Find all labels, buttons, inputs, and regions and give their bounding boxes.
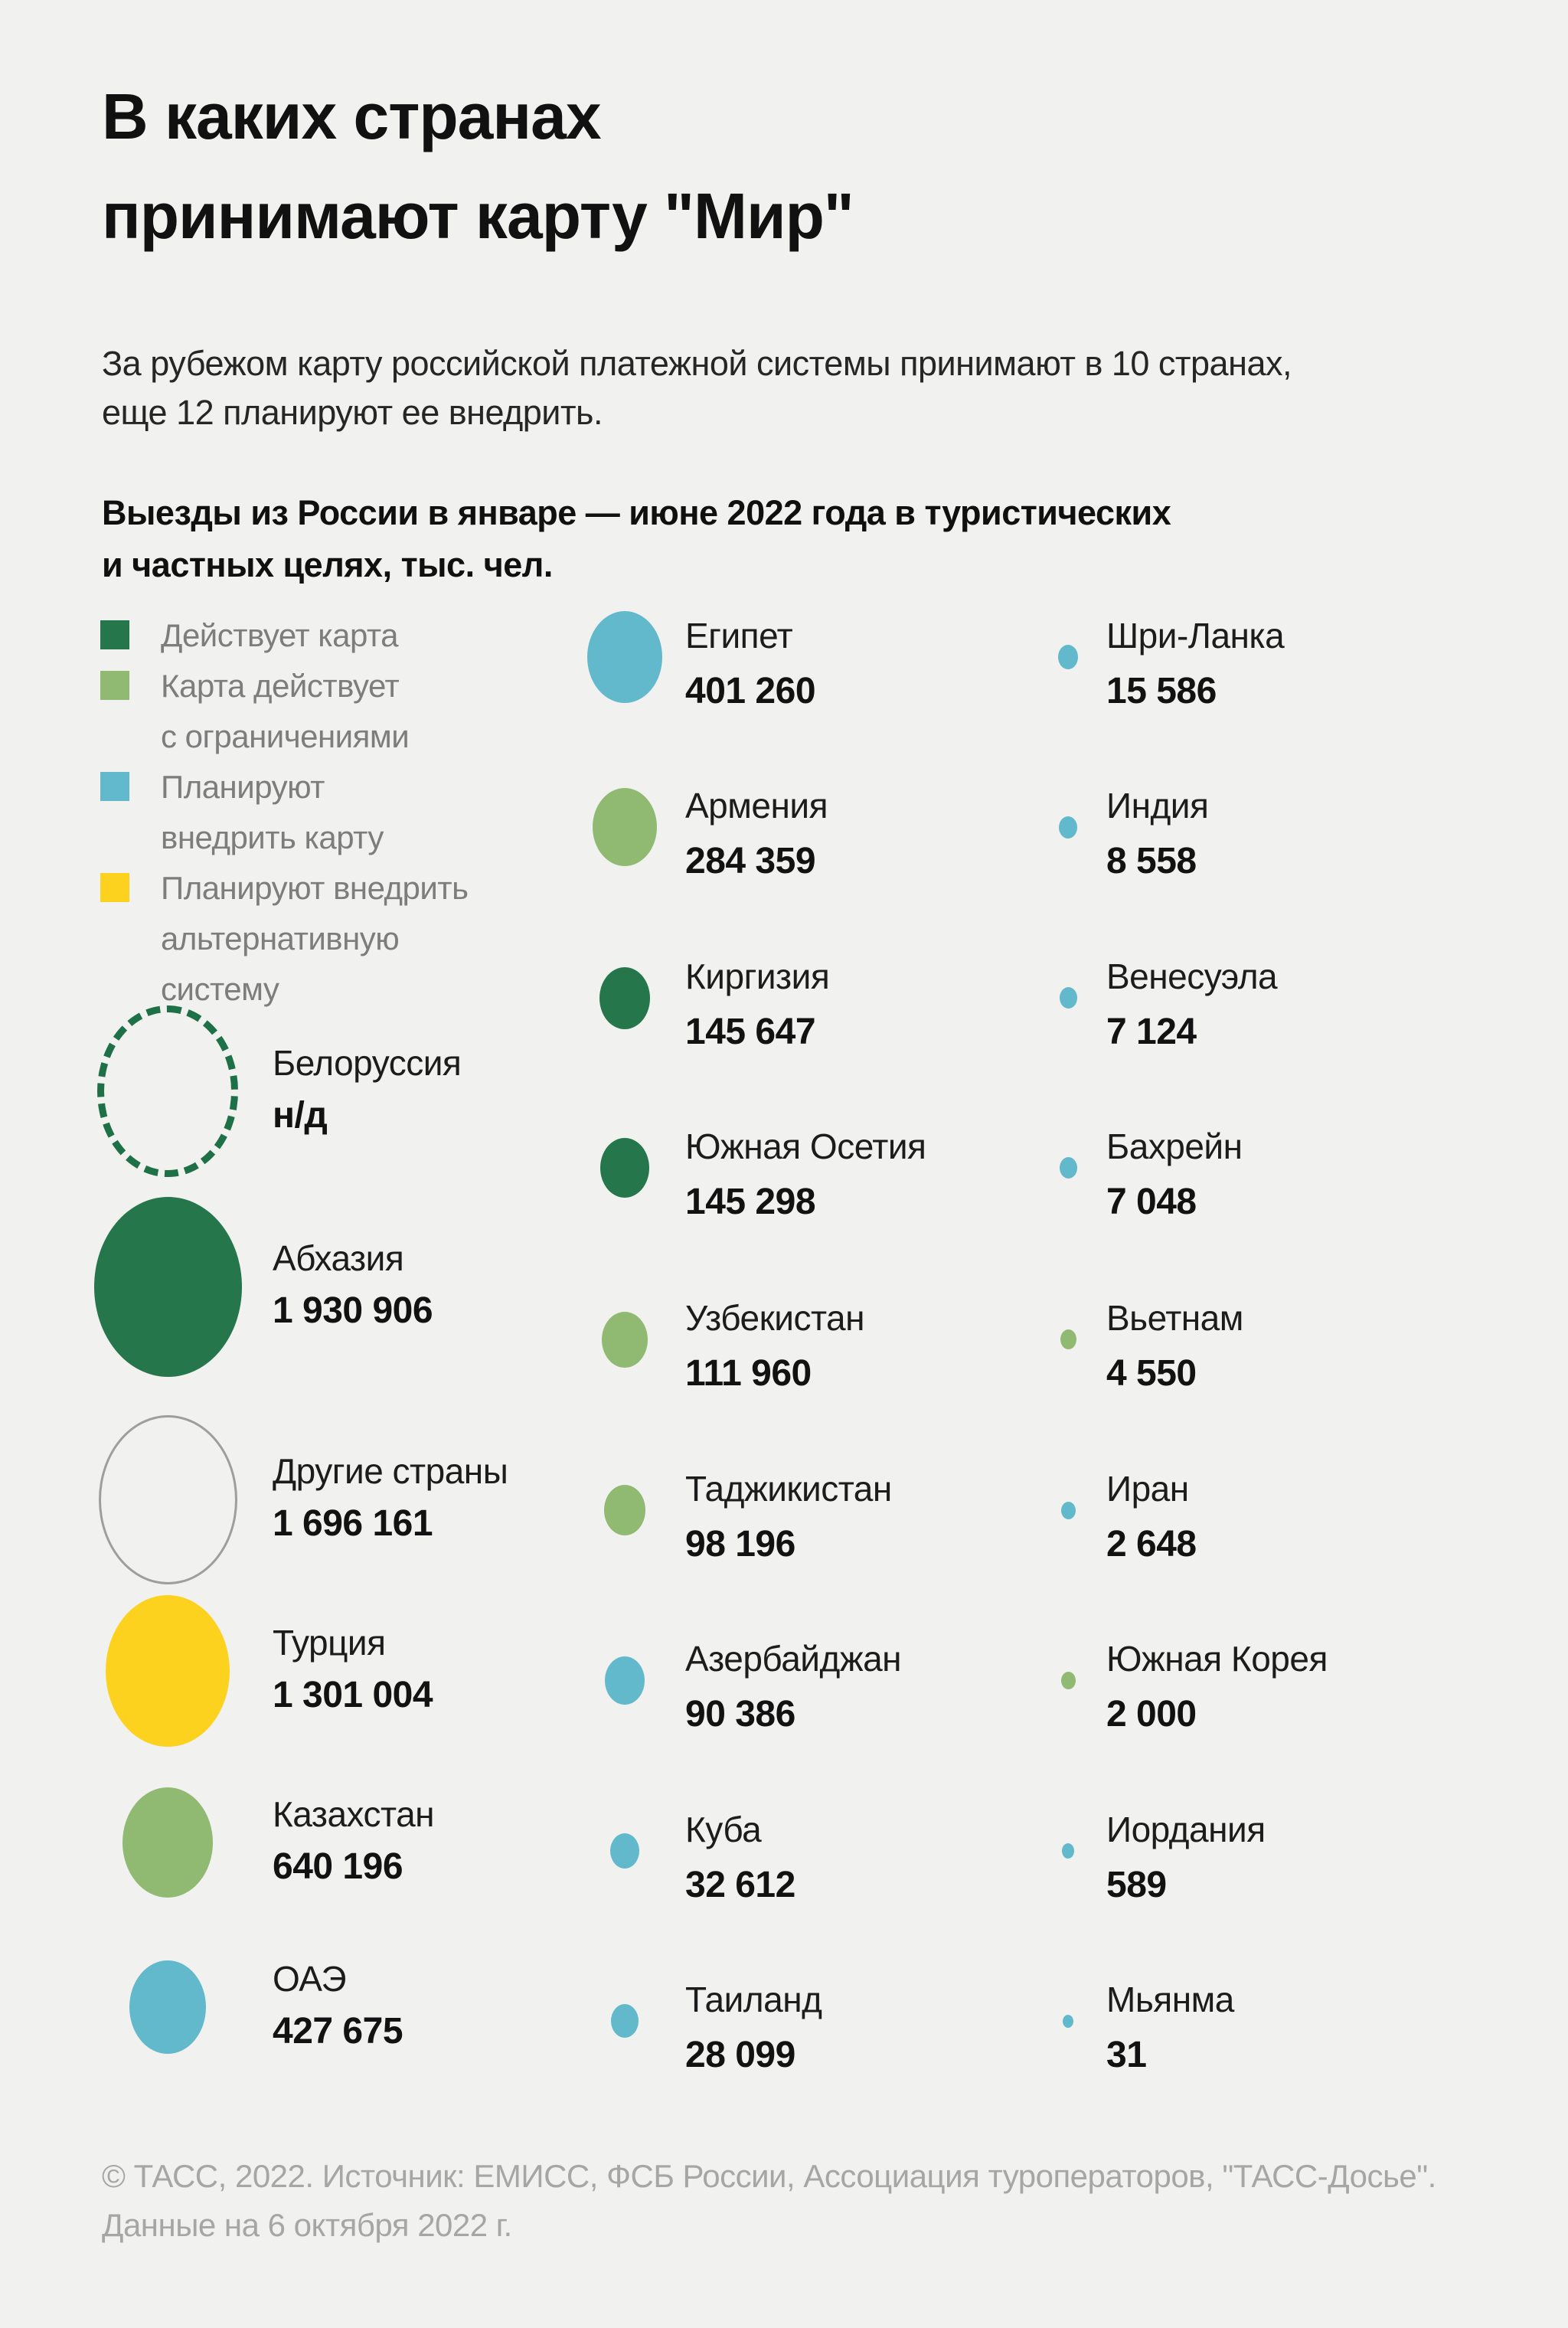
country-value: 90 386	[685, 1694, 795, 1735]
country-bubble	[1059, 987, 1077, 1009]
country-value: 15 586	[1106, 671, 1217, 711]
country-value: 1 696 161	[273, 1503, 433, 1544]
country-bubble	[1060, 1501, 1076, 1519]
legend-swatch-limited	[100, 671, 129, 700]
country-name: Индия	[1106, 786, 1209, 826]
country-bubble	[1059, 816, 1077, 839]
country-bubble	[98, 1414, 237, 1584]
page-title-line2: принимают карту "Мир"	[102, 180, 854, 252]
section-heading-line2: и частных целях, тыс. чел.	[102, 545, 553, 584]
country-name: Иордания	[1106, 1810, 1266, 1849]
country-name: Шри-Ланка	[1106, 616, 1285, 656]
country-name: Египет	[685, 616, 793, 656]
country-bubble	[1058, 645, 1078, 669]
legend-label: альтернативную	[161, 920, 400, 956]
country-name: Таиланд	[685, 1980, 822, 2019]
country-bubble	[1060, 1671, 1076, 1689]
country-name: Азербайджан	[685, 1639, 902, 1679]
country-value: 98 196	[685, 1524, 795, 1565]
country-bubble	[129, 1960, 206, 2054]
legend-label: внедрить карту	[161, 819, 384, 855]
country-value: 4 550	[1106, 1353, 1197, 1394]
country-name: Бахрейн	[1106, 1126, 1243, 1166]
country-bubble	[1060, 1329, 1076, 1349]
country-bubble	[593, 788, 657, 866]
country-bubble	[1059, 1157, 1077, 1179]
country-value: 145 647	[685, 1012, 816, 1052]
country-bubble	[602, 1311, 648, 1368]
country-name: Абхазия	[273, 1238, 404, 1278]
country-bubble	[610, 1833, 639, 1869]
footer-date-line: Данные на 6 октября 2022 г.	[102, 2207, 512, 2243]
country-value: 1 930 906	[273, 1290, 433, 1331]
country-name: Киргизия	[685, 956, 830, 996]
country-bubble	[604, 1485, 645, 1535]
country-bubble	[611, 2004, 639, 2038]
legend-label: Карта действует	[161, 668, 400, 704]
country-value: 7 048	[1106, 1182, 1197, 1222]
legend-label: систему	[161, 971, 279, 1007]
country-bubble	[122, 1787, 213, 1898]
country-name: Вьетнам	[1106, 1298, 1243, 1338]
country-value: 284 359	[685, 841, 816, 881]
legend-swatch-planned	[100, 772, 129, 801]
country-bubble	[599, 966, 650, 1029]
footer-source-line: © ТАСС, 2022. Источник: ЕМИСС, ФСБ Росси…	[102, 2158, 1436, 2194]
legend-swatch-alternative	[100, 873, 129, 902]
country-bubble	[600, 1138, 649, 1198]
country-bubble	[93, 1196, 242, 1377]
country-name: ОАЭ	[273, 1959, 347, 1999]
country-name: Казахстан	[273, 1794, 435, 1834]
country-value: 427 675	[273, 2011, 403, 2052]
country-value: 2 648	[1106, 1524, 1197, 1565]
country-value: 401 260	[685, 671, 816, 711]
country-bubble	[1063, 2014, 1073, 2028]
country-name: Мьянма	[1106, 1980, 1234, 2019]
country-value: 111 960	[685, 1353, 812, 1394]
country-value: 32 612	[685, 1865, 795, 1905]
country-name: Куба	[685, 1810, 762, 1849]
country-name: Венесуэла	[1106, 956, 1278, 996]
country-name: Другие страны	[273, 1451, 508, 1491]
country-bubble	[1062, 1843, 1074, 1859]
country-value: 7 124	[1106, 1012, 1197, 1052]
country-name: Таджикистан	[685, 1469, 892, 1509]
country-name: Армения	[685, 786, 828, 826]
subtitle-line1: За рубежом карту российской платежной си…	[102, 344, 1292, 383]
country-value: н/д	[273, 1095, 328, 1136]
country-value: 2 000	[1106, 1694, 1197, 1735]
country-name: Южная Осетия	[685, 1126, 926, 1166]
country-bubble	[97, 1005, 238, 1177]
legend-label: Планируют внедрить	[161, 870, 469, 906]
page-title-line1: В каких странах	[102, 80, 602, 152]
country-name: Белоруссия	[273, 1043, 462, 1083]
legend-label: Действует карта	[161, 617, 399, 653]
country-value: 28 099	[685, 2035, 795, 2075]
country-value: 589	[1106, 1865, 1167, 1905]
country-name: Турция	[273, 1623, 386, 1663]
legend-label: с ограничениями	[161, 718, 410, 754]
country-name: Южная Корея	[1106, 1639, 1328, 1679]
section-heading-line1: Выезды из России в январе — июне 2022 го…	[102, 493, 1171, 532]
country-name: Узбекистан	[685, 1298, 864, 1338]
country-bubble	[605, 1656, 645, 1705]
country-value: 31	[1106, 2035, 1147, 2075]
country-value: 8 558	[1106, 841, 1197, 881]
subtitle-line2: еще 12 планируют ее внедрить.	[102, 393, 603, 432]
country-value: 1 301 004	[273, 1675, 433, 1715]
legend-swatch-active	[100, 620, 129, 649]
country-bubble	[587, 611, 662, 703]
legend-label: Планируют	[161, 769, 325, 805]
country-value: 640 196	[273, 1846, 403, 1887]
country-name: Иран	[1106, 1469, 1189, 1509]
country-bubble	[106, 1595, 230, 1747]
country-value: 145 298	[685, 1182, 816, 1222]
